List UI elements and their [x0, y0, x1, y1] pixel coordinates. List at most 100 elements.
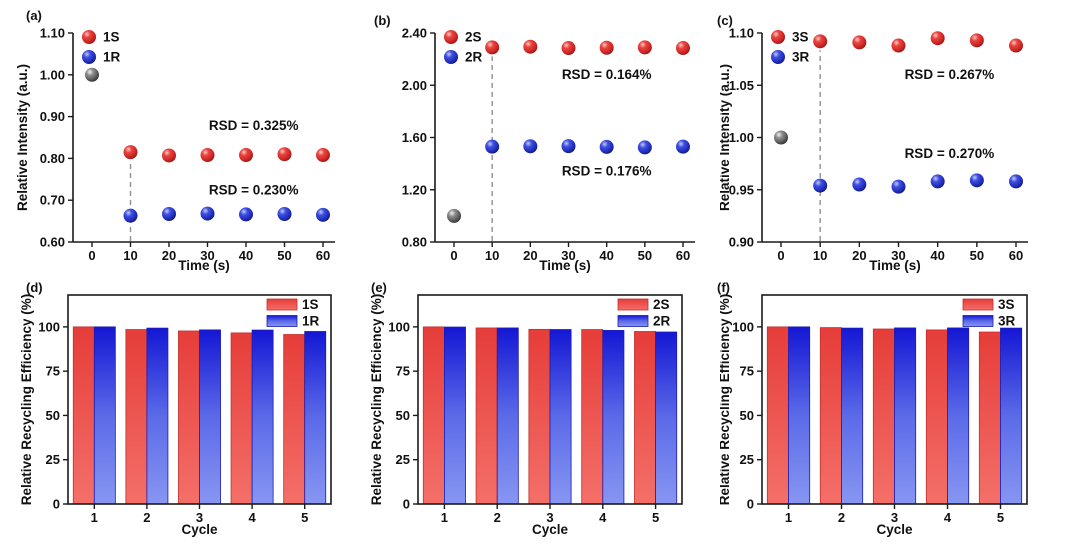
x-axis-title: Cycle	[181, 522, 218, 537]
y-tick-label: 1.00	[729, 130, 754, 145]
x-tick-label: 0	[450, 248, 457, 263]
rsd-annotation: RSD = 0.267%	[905, 67, 995, 82]
bar-2R-cycle-2	[496, 327, 519, 505]
legend-marker-2R	[444, 50, 458, 64]
y-axis-title: Relative Recycling Efficiency (%)	[369, 294, 384, 506]
bar-2R-cycle-5	[655, 331, 678, 505]
scatter-point-1S	[239, 148, 253, 163]
legend-swatch-2S	[617, 298, 649, 311]
bar-1S-cycle-2	[125, 329, 148, 505]
x-tick-label: 20	[523, 248, 537, 263]
panel-a: (a) 0.60 0.70 0.80 0.90 1.00 1.10 0 10 20 30 40 50 6…	[0, 0, 360, 276]
x-tick-label: 50	[277, 248, 291, 263]
bar-2S-cycle-3	[528, 328, 551, 505]
x-tick-label: 2	[143, 510, 150, 525]
x-tick-label: 2	[494, 510, 501, 525]
x-tick-label: 10	[485, 248, 499, 263]
legend-swatch-1S	[266, 298, 298, 311]
x-tick-label: 3	[546, 510, 553, 525]
x-tick-label: 4	[599, 510, 607, 525]
legend-swatch-2R	[617, 315, 649, 327]
y-tick-label: 50	[396, 408, 410, 423]
bar-1R-cycle-3	[199, 329, 221, 505]
scatter-point-3R	[852, 177, 867, 192]
y-tick-label: 1.60	[402, 130, 427, 145]
legend-marker-1S	[82, 30, 96, 44]
legend-marker-2S	[444, 30, 458, 44]
x-axis-title: Cycle	[876, 522, 913, 537]
x-axis-title: Time (s)	[178, 258, 230, 273]
legend-label: 2S	[465, 30, 482, 45]
x-tick-label: 0	[88, 248, 95, 263]
panel-f: (f) 0 25 50 75 100 1 2 3 4 5 Relative Recycling Ef…	[717, 276, 1080, 553]
y-tick-label: 0.95	[729, 182, 754, 197]
bar-1S-cycle-4	[230, 332, 253, 505]
scatter-point-2R	[561, 139, 576, 154]
panel-e: (e) 0 25 50 75 100 1 2 3 4 5 Relative Recycling Ef…	[360, 276, 720, 553]
x-axis-title: Time (s)	[869, 258, 921, 273]
bar-3S-cycle-1	[766, 326, 789, 505]
scatter-point-2R	[637, 140, 652, 155]
bar-1R-cycle-4	[251, 329, 274, 505]
baseline-point	[447, 208, 461, 223]
y-tick-label: 1.00	[40, 67, 65, 82]
legend-swatch-1R	[266, 315, 298, 327]
scatter-point-3S	[1009, 38, 1023, 53]
y-tick-label: 1.20	[402, 182, 427, 197]
panel-b-label: (b)	[374, 13, 391, 28]
x-tick-label: 30	[891, 248, 905, 263]
scatter-point-2R	[599, 139, 614, 154]
scatter-point-2S	[676, 41, 690, 56]
scatter-point-1S	[200, 148, 215, 163]
legend-marker-3S	[771, 30, 785, 44]
x-tick-label: 4	[944, 510, 952, 525]
legend-swatch-3S	[962, 298, 994, 311]
y-tick-label: 0.80	[402, 235, 427, 250]
x-tick-label: 1	[441, 510, 448, 525]
y-tick-label: 100	[732, 319, 754, 334]
scatter-point-3S	[813, 34, 828, 49]
x-tick-label: 40	[239, 248, 253, 263]
x-tick-label: 40	[930, 248, 944, 263]
y-axis-title: Relative Recycling Efficiency (%)	[720, 294, 732, 506]
x-axis-title: Time (s)	[539, 258, 591, 273]
bar-2S-cycle-4	[581, 329, 604, 505]
x-tick-label: 60	[316, 248, 330, 263]
scatter-point-1S	[316, 148, 330, 163]
y-tick-label: 25	[46, 452, 60, 467]
bar-2S-cycle-5	[634, 331, 657, 505]
x-tick-label: 2	[838, 510, 845, 525]
y-tick-label: 75	[46, 364, 60, 379]
legend-label: 3R	[998, 314, 1016, 329]
scatter-point-1S	[162, 148, 176, 163]
bar-3S-cycle-5	[978, 331, 1001, 505]
plot-frame	[761, 294, 1028, 505]
bar-2S-cycle-2	[475, 327, 498, 505]
x-tick-label: 3	[196, 510, 203, 525]
scatter-point-1R	[200, 206, 215, 221]
scatter-point-2R	[676, 139, 690, 154]
legend-marker-1R	[82, 50, 96, 64]
scatter-point-3R	[969, 173, 984, 188]
y-tick-label: 0.90	[729, 235, 754, 250]
legend-label: 3S	[792, 30, 809, 45]
plot-frame	[67, 294, 332, 505]
bar-chart-1: 0 25 50 75 100 1 2 3 4 5 Relative Recycling Effici…	[19, 294, 332, 537]
scatter-point-1R	[316, 207, 330, 222]
scatter-point-3R	[891, 179, 906, 194]
y-tick-label: 100	[388, 319, 410, 334]
y-tick-label: 25	[740, 452, 754, 467]
y-tick-label: 75	[396, 364, 410, 379]
scatter-point-1R	[239, 207, 253, 222]
scatter-point-3S	[969, 33, 984, 48]
legend-label: 2S	[653, 297, 670, 312]
y-tick-label: 0	[53, 497, 60, 512]
rsd-annotation: RSD = 0.164%	[562, 67, 652, 82]
scatter-point-1R	[123, 208, 138, 223]
bar-3R-cycle-2	[841, 327, 864, 505]
x-tick-label: 50	[970, 248, 984, 263]
x-tick-label: 1	[91, 510, 98, 525]
y-axis-title: Relative Recycling Efficiency (%)	[19, 294, 34, 506]
y-tick-label: 0.90	[40, 109, 65, 124]
